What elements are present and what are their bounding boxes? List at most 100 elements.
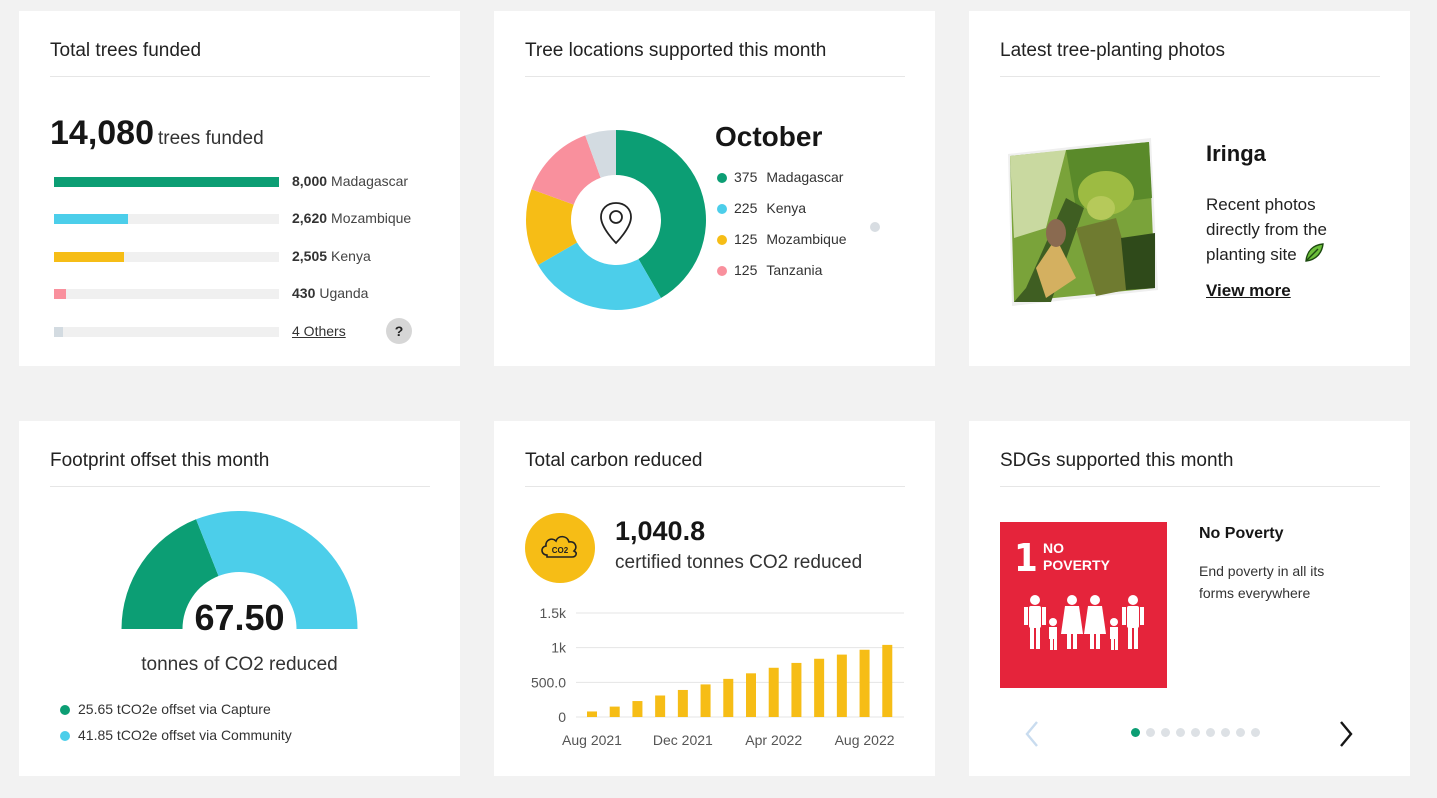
carbon-value: 1,040.8 — [615, 516, 706, 546]
card-title: SDGs supported this month — [1000, 450, 1380, 487]
view-more-link[interactable]: View more — [1206, 281, 1291, 300]
others-link[interactable]: 4 Others — [292, 323, 346, 339]
pagination-dot[interactable] — [1146, 728, 1155, 737]
legend-dot — [60, 731, 70, 741]
legend-label: Mozambique — [766, 231, 847, 247]
month-label: October — [715, 121, 823, 152]
chart-bar — [700, 684, 711, 717]
chart-bar — [882, 644, 893, 717]
legend-value: 225 — [734, 200, 758, 216]
chart-bar — [723, 678, 734, 717]
gauge-segment — [121, 519, 219, 629]
tree-locations-card: Tree locations supported this month Octo… — [494, 11, 935, 366]
carousel-pagination — [1131, 728, 1260, 737]
legend-dot — [717, 266, 727, 276]
offset-gauge-chart — [121, 511, 358, 629]
carousel-dot[interactable] — [870, 222, 880, 232]
pagination-dot[interactable] — [1236, 728, 1245, 737]
legend-dot — [717, 173, 727, 183]
bar-value: 2,505 — [292, 248, 328, 264]
legend-value: 375 — [734, 169, 758, 185]
help-icon[interactable]: ? — [386, 318, 412, 344]
x-tick-label: Apr 2022 — [745, 732, 802, 748]
chart-bar — [859, 649, 870, 717]
bar-fill — [54, 214, 129, 224]
legend-item: 125 Mozambique — [717, 231, 847, 262]
tree-bar-row: 8,000 Madagascar — [54, 173, 444, 193]
locations-donut-chart — [526, 130, 706, 310]
offset-legend-item: 41.85 tCO2e offset via Community — [60, 727, 292, 753]
photo-description-text: Recent photos directly from the planting… — [1206, 195, 1327, 264]
gauge-value: 67.50 — [194, 597, 285, 638]
pagination-dot[interactable] — [1191, 728, 1200, 737]
bar-track — [54, 214, 279, 224]
bar-label: 430 Uganda — [292, 285, 368, 301]
card-title: Footprint offset this month — [50, 450, 430, 487]
legend-value: 125 — [734, 262, 758, 278]
footprint-offset-card: Footprint offset this month 67.50 tonnes… — [19, 421, 460, 776]
legend-label: Kenya — [766, 200, 807, 216]
bar-value: 430 — [292, 285, 316, 301]
bar-label: 8,000 Madagascar — [292, 173, 408, 189]
chart-bar — [655, 695, 666, 717]
legend-item: 225 Kenya — [717, 200, 847, 231]
chart-bar — [768, 667, 779, 717]
pagination-dot[interactable] — [1131, 728, 1140, 737]
tree-planting-photo[interactable] — [1006, 138, 1158, 306]
bar-track — [54, 289, 279, 299]
chart-bar — [609, 706, 620, 717]
bar-country: Mozambique — [331, 210, 412, 226]
tree-bar-row: 2,505 Kenya — [54, 248, 444, 268]
chart-bar — [746, 673, 756, 717]
chart-bar — [587, 711, 597, 717]
carbon-caption: certified tonnes CO2 reduced — [615, 552, 863, 573]
pagination-dot[interactable] — [1176, 728, 1185, 737]
bar-country: Madagascar — [331, 173, 409, 189]
bar-label: 2,505 Kenya — [292, 248, 371, 264]
chart-bar — [836, 654, 847, 717]
x-tick-label: Aug 2021 — [562, 732, 622, 748]
offset-text: 41.85 tCO2e offset via Community — [78, 727, 292, 743]
legend-value: 125 — [734, 231, 758, 247]
y-tick-label: 0 — [558, 709, 566, 725]
leaf-icon — [1305, 243, 1325, 262]
bar-country: Kenya — [331, 248, 371, 264]
chevron-right-icon[interactable] — [1333, 718, 1357, 750]
tree-bar-row: 4 Others — [54, 323, 444, 343]
legend-dot — [717, 204, 727, 214]
bar-label: 4 Others — [292, 323, 346, 339]
chart-bar — [677, 689, 688, 717]
carbon-reduced-card: Total carbon reduced CO2 1,040.8 certifi… — [494, 421, 935, 776]
donut-slice — [585, 130, 616, 178]
sdg-goal-title: No Poverty — [1199, 525, 1284, 542]
sdg-goal-description: End poverty in all its forms everywhere — [1199, 563, 1325, 601]
bar-fill — [54, 289, 67, 299]
legend-item: 125 Tanzania — [717, 262, 847, 293]
sdgs-card: SDGs supported this month 1 NO POVERTY N… — [969, 421, 1410, 776]
pagination-dot[interactable] — [1251, 728, 1260, 737]
photos-card: Latest tree-planting photos Iringa Recen… — [969, 11, 1410, 366]
gauge-segment — [196, 511, 358, 629]
chevron-left-icon[interactable] — [1021, 718, 1045, 750]
bar-value: 8,000 — [292, 173, 328, 189]
tree-bar-row: 430 Uganda — [54, 285, 444, 305]
location-pin-icon — [600, 202, 632, 245]
pagination-dot[interactable] — [1221, 728, 1230, 737]
y-tick-label: 1k — [551, 640, 567, 656]
y-tick-label: 500.0 — [531, 674, 566, 690]
sdg-tile: 1 NO POVERTY — [1000, 522, 1167, 688]
tree-bar-row: 2,620 Mozambique — [54, 210, 444, 230]
chart-bar — [814, 658, 825, 717]
donut-slice — [531, 135, 601, 205]
bar-track — [54, 177, 279, 187]
bar-fill — [54, 327, 63, 337]
card-title: Latest tree-planting photos — [1000, 40, 1380, 77]
total-trees-card: Total trees funded 14,080 trees funded 8,… — [19, 11, 460, 366]
sdg-tile-name: NO POVERTY — [1043, 540, 1110, 573]
card-title: Total carbon reduced — [525, 450, 905, 487]
pagination-dot[interactable] — [1206, 728, 1215, 737]
chart-bar — [791, 662, 802, 717]
legend-dot — [60, 705, 70, 715]
pagination-dot[interactable] — [1161, 728, 1170, 737]
bar-track — [54, 327, 279, 337]
